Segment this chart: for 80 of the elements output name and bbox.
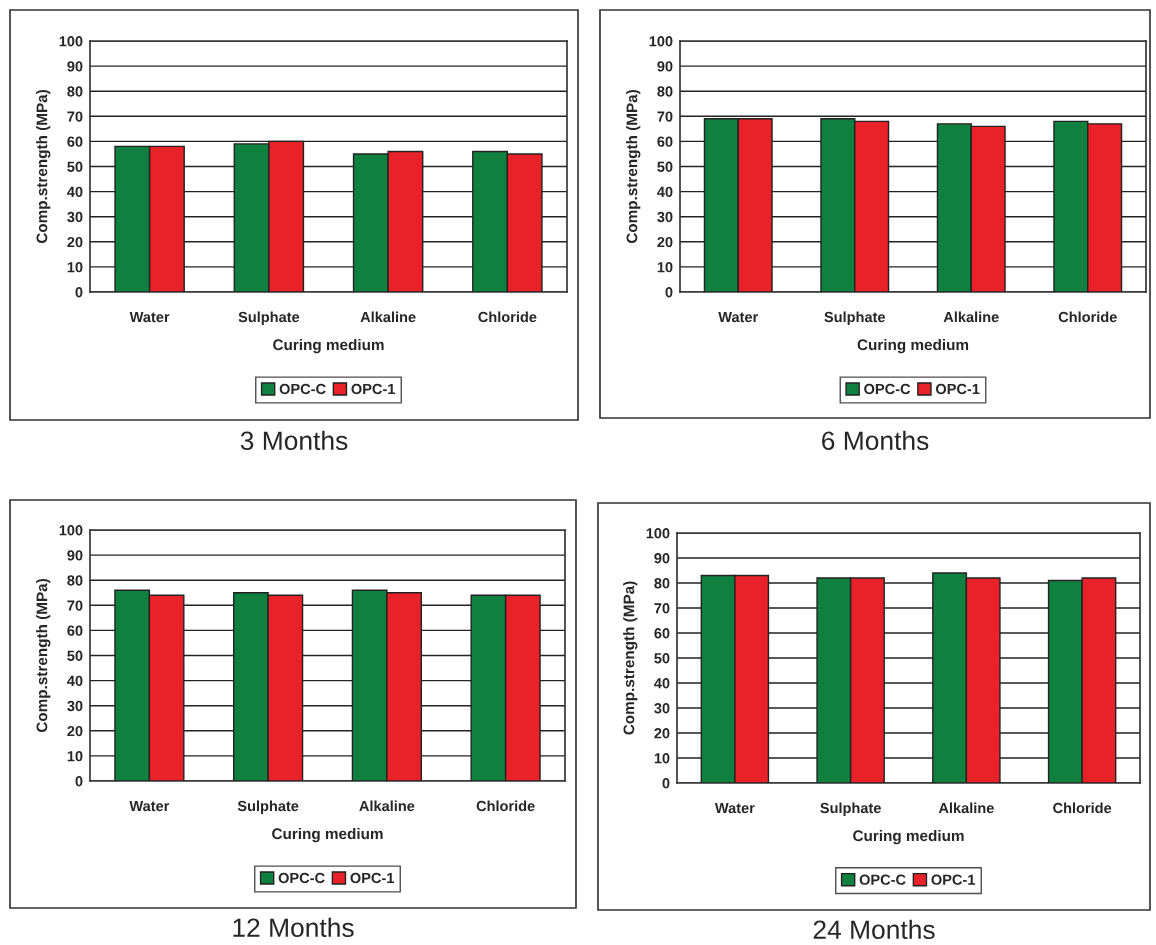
y-tick-label: 20: [657, 236, 673, 248]
y-tick-label: 50: [654, 653, 670, 664]
text: 12 Months: [233, 917, 354, 938]
y-tick-label: 50: [67, 161, 83, 172]
text: 6 Months: [822, 430, 929, 451]
y-tick-label: 90: [657, 61, 673, 72]
legend-label: OPC-C: [864, 383, 911, 395]
y-tick-label: 20: [67, 725, 83, 737]
y-tick-label: 70: [67, 600, 83, 611]
y-tick-label: 40: [67, 186, 83, 198]
y-tick-label: 60: [657, 136, 673, 147]
y-tick-label: 60: [67, 625, 83, 636]
x-axis-title: Curing medium: [272, 827, 383, 843]
x-tick-label: Alkaline: [359, 800, 415, 812]
y-tick-label: 0: [665, 287, 673, 298]
y-tick-label: 80: [657, 86, 673, 97]
legend-label: OPC-1: [931, 874, 976, 885]
y-tick-label: 80: [654, 578, 670, 589]
y-tick-label: 50: [657, 161, 673, 172]
y-tick-label: 40: [657, 186, 673, 198]
legend-label: OPC-C: [278, 872, 325, 884]
y-tick-label: 100: [649, 36, 673, 47]
x-tick-label: Sulphate: [237, 800, 299, 815]
y-tick-label: 100: [59, 525, 83, 536]
x-tick-label: Chloride: [1058, 311, 1117, 323]
y-tick-label: 30: [67, 700, 83, 712]
x-tick-label: Alkaline: [938, 802, 994, 814]
x-axis-title: Curing medium: [857, 338, 969, 354]
legend-label: OPC-1: [350, 872, 395, 884]
legend-label: OPC-1: [351, 383, 396, 395]
y-tick-label: 30: [67, 211, 83, 223]
y-tick-label: 80: [67, 86, 83, 97]
y-tick-label: 0: [75, 776, 83, 787]
y-tick-label: 0: [75, 287, 83, 298]
y-axis-title: Comp.strength (MPa): [36, 90, 51, 244]
y-tick-label: 100: [59, 36, 83, 47]
x-tick-label: Water: [718, 311, 759, 323]
x-tick-label: Sulphate: [824, 311, 886, 326]
y-tick-label: 10: [67, 751, 83, 762]
y-tick-label: 80: [67, 575, 83, 586]
y-tick-label: 90: [67, 61, 83, 72]
legend-label: OPC-C: [859, 874, 906, 885]
y-tick-label: 0: [662, 778, 670, 789]
x-tick-label: Water: [129, 800, 170, 812]
y-axis-title: Comp.strength (MPa): [626, 90, 641, 244]
y-tick-label: 100: [646, 528, 670, 539]
legend-label: OPC-C: [279, 383, 326, 395]
y-tick-label: 30: [654, 703, 670, 714]
text: 24 Months: [813, 919, 935, 940]
y-tick-label: 60: [654, 628, 670, 639]
y-tick-label: 20: [67, 236, 83, 248]
y-axis-title: Comp.strength (MPa): [36, 579, 51, 733]
y-tick-label: 70: [67, 111, 83, 122]
y-tick-label: 40: [654, 678, 670, 689]
text: 3 Months: [240, 430, 348, 451]
y-tick-label: 90: [654, 553, 670, 564]
x-tick-label: Chloride: [478, 311, 537, 323]
y-tick-label: 10: [657, 262, 673, 273]
x-tick-label: Alkaline: [943, 311, 999, 323]
x-tick-label: Chloride: [476, 800, 535, 812]
y-tick-label: 60: [67, 136, 83, 147]
y-tick-label: 70: [654, 603, 670, 614]
y-tick-label: 10: [67, 262, 83, 273]
y-tick-label: 10: [654, 753, 670, 764]
x-tick-label: Chloride: [1053, 802, 1112, 814]
y-tick-label: 40: [67, 675, 83, 687]
y-tick-label: 20: [654, 728, 670, 739]
x-axis-title: Curing medium: [273, 338, 384, 354]
y-tick-label: 30: [657, 211, 673, 223]
y-axis-title: Comp.strength (MPa): [623, 581, 638, 735]
x-tick-label: Water: [129, 311, 170, 323]
y-tick-label: 50: [67, 650, 83, 661]
y-tick-label: 70: [657, 111, 673, 122]
legend-label: OPC-1: [935, 383, 980, 395]
x-tick-label: Alkaline: [360, 311, 416, 323]
x-tick-label: Sulphate: [238, 311, 300, 326]
x-axis-title: Curing medium: [853, 829, 964, 845]
x-tick-label: Sulphate: [820, 802, 881, 817]
y-tick-label: 90: [67, 550, 83, 561]
x-tick-label: Water: [714, 802, 755, 814]
